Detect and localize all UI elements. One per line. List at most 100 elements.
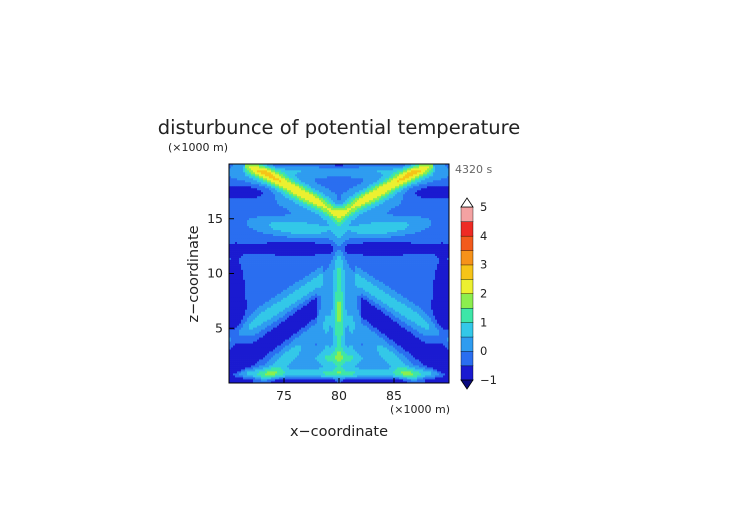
heatmap-cell	[341, 321, 344, 324]
heatmap-cell	[341, 335, 344, 338]
heatmap-cell	[257, 315, 260, 318]
heatmap-cell	[437, 315, 440, 318]
heatmap-cell	[309, 379, 312, 382]
heatmap-cell	[255, 323, 258, 326]
heatmap-cell	[273, 381, 276, 384]
heatmap-cell	[417, 333, 420, 336]
heatmap-cell	[405, 327, 408, 330]
heatmap-cell	[301, 345, 304, 348]
heatmap-cell	[279, 319, 282, 322]
heatmap-cell	[409, 369, 412, 372]
heatmap-cell	[277, 373, 280, 376]
heatmap-cell	[317, 377, 320, 380]
heatmap-cell	[323, 343, 326, 346]
heatmap-cell	[405, 329, 408, 332]
heatmap-cell	[301, 311, 304, 314]
heatmap-cell	[361, 333, 364, 336]
heatmap-cell	[359, 303, 362, 306]
heatmap-cell	[427, 345, 430, 348]
heatmap-cell	[395, 375, 398, 378]
heatmap-cell	[443, 377, 446, 380]
heatmap-cell	[349, 319, 352, 322]
heatmap-cell	[303, 359, 306, 362]
heatmap-cell	[293, 361, 296, 364]
heatmap-cell	[389, 375, 392, 378]
heatmap-cell	[369, 309, 372, 312]
heatmap-cell	[299, 379, 302, 382]
heatmap-cell	[271, 327, 274, 330]
heatmap-cell	[275, 353, 278, 356]
heatmap-cell	[245, 365, 248, 368]
heatmap-cell	[251, 321, 254, 324]
heatmap-cell	[281, 327, 284, 330]
heatmap-cell	[383, 367, 386, 370]
heatmap-cell	[231, 365, 234, 368]
heatmap-cell	[373, 293, 376, 296]
heatmap-cell	[267, 319, 270, 322]
heatmap-cell	[413, 311, 416, 314]
heatmap-cell	[427, 307, 430, 310]
heatmap-cell	[321, 377, 324, 380]
heatmap-cell	[313, 345, 316, 348]
heatmap-cell	[431, 315, 434, 318]
heatmap-cell	[435, 377, 438, 380]
heatmap-cell	[249, 301, 252, 304]
heatmap-cell	[367, 365, 370, 368]
heatmap-cell	[391, 359, 394, 362]
heatmap-cell	[295, 339, 298, 342]
heatmap-cell	[319, 355, 322, 358]
heatmap-cell	[365, 343, 368, 346]
heatmap-cell	[337, 303, 340, 306]
heatmap-cell	[429, 293, 432, 296]
heatmap-cell	[411, 317, 414, 320]
heatmap-cell	[321, 311, 324, 314]
heatmap-cell	[255, 313, 258, 316]
heatmap-cell	[241, 381, 244, 384]
heatmap-cell	[287, 295, 290, 298]
heatmap-cell	[253, 347, 256, 350]
heatmap-cell	[413, 361, 416, 364]
heatmap-cell	[397, 361, 400, 364]
heatmap-cell	[333, 301, 336, 304]
heatmap-cell	[233, 311, 236, 314]
heatmap-cell	[243, 329, 246, 332]
heatmap-cell	[395, 331, 398, 334]
heatmap-cell	[409, 381, 412, 384]
heatmap-cell	[263, 293, 266, 296]
heatmap-cell	[267, 331, 270, 334]
heatmap-cell	[277, 375, 280, 378]
heatmap-cell	[267, 333, 270, 336]
heatmap-cell	[411, 371, 414, 374]
heatmap-cell	[371, 323, 374, 326]
heatmap-cell	[421, 357, 424, 360]
heatmap-cell	[351, 299, 354, 302]
heatmap-cell	[391, 305, 394, 308]
heatmap-cell	[437, 303, 440, 306]
heatmap-cell	[439, 329, 442, 332]
heatmap-cell	[415, 365, 418, 368]
heatmap-cell	[349, 357, 352, 360]
heatmap-cell	[251, 307, 254, 310]
heatmap-cell	[373, 379, 376, 382]
heatmap-cell	[237, 343, 240, 346]
heatmap-cell	[343, 337, 346, 340]
heatmap-cell	[363, 301, 366, 304]
heatmap-cell	[435, 307, 438, 310]
heatmap-cell	[439, 381, 442, 384]
heatmap-cell	[355, 317, 358, 320]
heatmap-cell	[231, 361, 234, 364]
heatmap-cell	[435, 345, 438, 348]
heatmap-cell	[443, 317, 446, 320]
heatmap-cell	[443, 335, 446, 338]
heatmap-cell	[267, 337, 270, 340]
heatmap-cell	[307, 315, 310, 318]
heatmap-cell	[395, 361, 398, 364]
heatmap-cell	[263, 361, 266, 364]
heatmap-cell	[397, 315, 400, 318]
heatmap-cell	[325, 333, 328, 336]
heatmap-cell	[251, 339, 254, 342]
heatmap-cell	[349, 361, 352, 364]
heatmap-cell	[425, 371, 428, 374]
heatmap-cell	[285, 297, 288, 300]
heatmap-cell	[303, 339, 306, 342]
